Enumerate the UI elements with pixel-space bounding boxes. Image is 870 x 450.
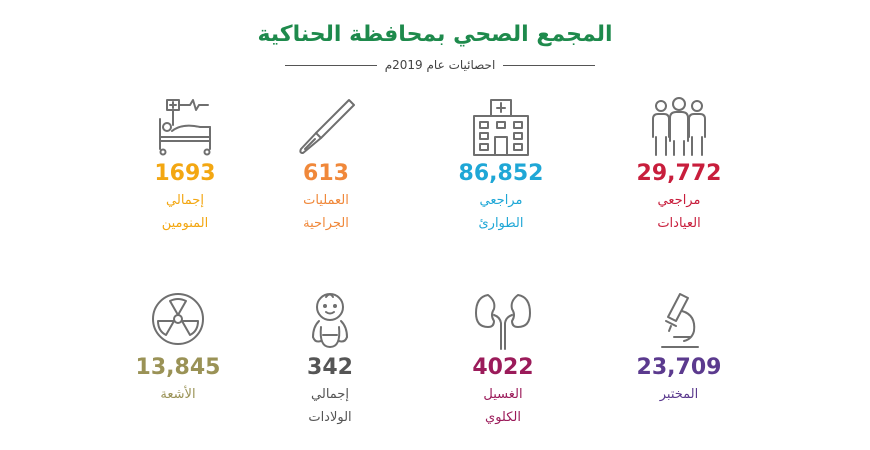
stat-value: 23,709 (636, 355, 722, 380)
stat-label-line1: إجمالي (166, 193, 204, 208)
people-icon (644, 97, 714, 157)
page-title: المجمع الصحي بمحافظة الحناكية (257, 22, 613, 47)
hospital-building-icon (466, 97, 536, 157)
stat-label-line1: الغسيل (483, 387, 523, 402)
stat-value: 13,845 (135, 355, 221, 380)
stat-label-line1: مراجعي (479, 193, 523, 208)
stat-value: 29,772 (636, 161, 722, 186)
divider-left (285, 64, 377, 66)
stat-value: 86,852 (458, 161, 544, 186)
stat-value: 613 (303, 161, 349, 186)
stat-label-line1: الأشعة (160, 387, 196, 402)
stat-radiology: 13,845 الأشعة (103, 291, 253, 408)
stat-value: 342 (307, 355, 353, 380)
microscope-icon (644, 291, 714, 351)
stat-label-line2: الولادات (308, 410, 352, 425)
stat-label-line1: العمليات (303, 193, 349, 208)
page-subtitle: احصائيات عام 2019م (384, 58, 496, 72)
divider-right (503, 64, 595, 66)
baby-icon (295, 291, 365, 351)
stat-surgeries: 613 العمليات الجراحية (251, 97, 401, 233)
stat-label-line1: المختبر (659, 387, 699, 402)
stat-inpatients: 1693 إجمالي المنومين (110, 97, 260, 233)
stat-label-line2: العيادات (657, 216, 701, 231)
stat-label-line2: الطوارئ (478, 216, 524, 231)
stat-value: 4022 (472, 355, 534, 380)
stat-label-line1: إجمالي (311, 387, 349, 402)
scalpel-icon (291, 97, 361, 157)
stat-value: 1693 (154, 161, 216, 186)
radiation-icon (143, 291, 213, 351)
kidneys-icon (468, 291, 538, 351)
stat-dialysis: 4022 الغسيل الكلوي (428, 291, 578, 427)
stat-label-line1: مراجعي (657, 193, 701, 208)
stat-label-line2: الجراحية (303, 216, 349, 231)
stat-births: 342 إجمالي الولادات (255, 291, 405, 427)
subtitle-row: احصائيات عام 2019م (285, 55, 595, 75)
stat-clinics: 29,772 مراجعي العيادات (604, 97, 754, 233)
stat-label-line2: المنومين (161, 216, 209, 231)
stat-emergency: 86,852 مراجعي الطوارئ (426, 97, 576, 233)
stat-laboratory: 23,709 المختبر (604, 291, 754, 408)
stat-label-line2: الكلوي (485, 410, 521, 425)
hospital-bed-icon (150, 97, 220, 157)
